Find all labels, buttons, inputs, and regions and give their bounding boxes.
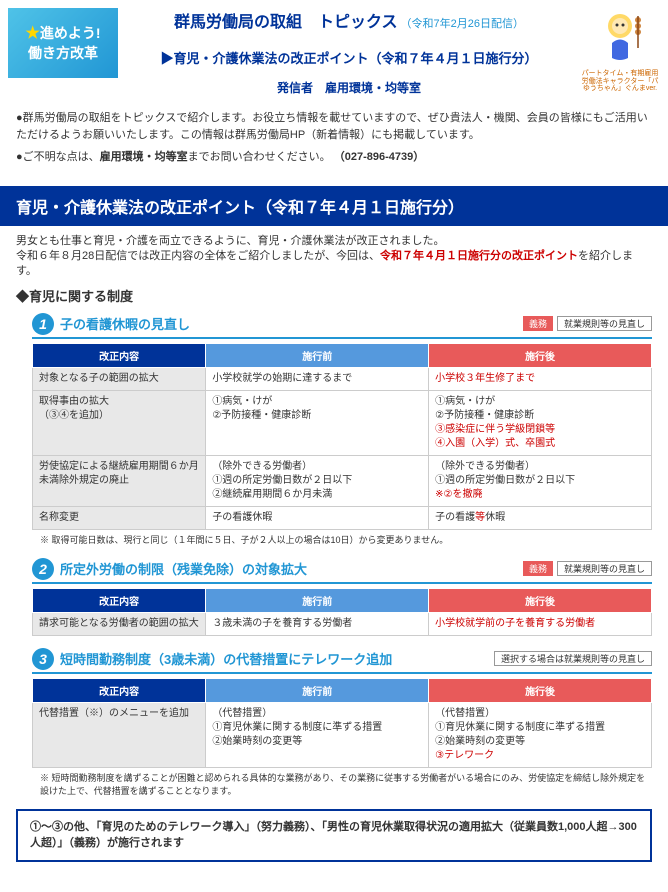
campaign-logo: ★進めよう! 働き方改革	[8, 8, 118, 78]
badge-obligation: 義務	[523, 316, 553, 331]
header-center: 群馬労働局の取組 トピックス （令和7年2月26日配信） ▶育児・介護休業法の改…	[126, 8, 572, 96]
footer-box: ①～③の他、「育児のためのテレワーク導入」（努力義務）、「男性の育児休業取得状況…	[16, 809, 652, 862]
sub-title: 子の看護休暇の見直し	[60, 314, 517, 333]
table-row: 対象となる子の範囲の拡大 小学校就学の始期に達するまで 小学校３年生修了まで	[33, 367, 652, 390]
sub-title: 所定外労働の制限（残業免除）の対象拡大	[60, 559, 517, 578]
title-text: 群馬労働局の取組 トピックス	[174, 14, 398, 31]
cell-ato: 小学校３年生修了まで	[429, 367, 652, 390]
intro: ●群馬労働局の取組をトピックスで紹介します。お役立ち情報を載せていますので、ぜひ…	[0, 104, 668, 178]
table-row: 請求可能となる労働者の範囲の拡大 ３歳未満の子を養育する労働者 小学校就学前の子…	[33, 612, 652, 635]
cell-kaisei: 労使協定による継続雇用期間６か月未満除外規定の廃止	[33, 455, 206, 506]
th-kaisei: 改正内容	[33, 588, 206, 612]
sub-block-3: 3 短時間勤務制度（3歳未満）の代替措置にテレワーク追加 選択する場合は就業規則…	[32, 648, 652, 797]
table-row: 代替措置（※）のメニューを追加 （代替措置）①育児休業に関する制度に準ずる措置②…	[33, 702, 652, 767]
th-ato: 施行後	[429, 588, 652, 612]
cell-ato: （除外できる労働者）①週の所定労働日数が２日以下※②を撤廃	[429, 455, 652, 506]
intro-bullet-2: ●ご不明な点は、雇用環境・均等室までお問い合わせください。 （027-896-4…	[16, 149, 652, 166]
cell-kaisei: 対象となる子の範囲の拡大	[33, 367, 206, 390]
sender: 発信者 雇用環境・均等室	[126, 79, 572, 96]
cell-ato: （代替措置）①育児休業に関する制度に準ずる措置②始業時刻の変更等③テレワーク	[429, 702, 652, 767]
circle-number-icon: 2	[32, 558, 54, 580]
cell-mae: （代替措置）①育児休業に関する制度に準ずる措置②始業時刻の変更等	[206, 702, 429, 767]
cell-mae: ３歳未満の子を養育する労働者	[206, 612, 429, 635]
subtitle: ▶育児・介護休業法の改正ポイント（令和７年４月１日施行分）	[126, 48, 572, 67]
section-heading: ◆育児に関する制度	[16, 286, 652, 305]
cell-ato: ①病気・けが②予防接種・健康診断③感染症に伴う学級閉鎖等④入園（入学）式、卒園式	[429, 390, 652, 455]
cell-kaisei: 請求可能となる労働者の範囲の拡大	[33, 612, 206, 635]
mascot-caption: パートタイム・有期雇用労働法キャラクター「パゆうちゃん」ぐんまver.	[580, 70, 660, 93]
badges: 選択する場合は就業規則等の見直し	[494, 651, 652, 666]
cell-ato: 小学校就学前の子を養育する労働者	[429, 612, 652, 635]
th-ato: 施行後	[429, 678, 652, 702]
sub-block-1: 1 子の看護休暇の見直し 義務 就業規則等の見直し 改正内容 施行前 施行後 対…	[32, 313, 652, 546]
cell-ato: 子の看護等休暇	[429, 506, 652, 529]
logo-text-1: 進めよう!	[40, 25, 101, 41]
table-row: 取得事由の拡大（③④を追加） ①病気・けが②予防接種・健康診断 ①病気・けが②予…	[33, 390, 652, 455]
cell-kaisei: 代替措置（※）のメニューを追加	[33, 702, 206, 767]
lead-1: 男女とも仕事と育児・介護を両立できるように、育児・介護休業法が改正されました。	[16, 234, 652, 249]
title-date: （令和7年2月26日配信）	[401, 18, 524, 30]
table-row: 労使協定による継続雇用期間６か月未満除外規定の廃止 （除外できる労働者）①週の所…	[33, 455, 652, 506]
main-title: 群馬労働局の取組 トピックス （令和7年2月26日配信）	[126, 8, 572, 32]
th-mae: 施行前	[206, 343, 429, 367]
revision-table: 改正内容 施行前 施行後 代替措置（※）のメニューを追加 （代替措置）①育児休業…	[32, 678, 652, 768]
badge-obligation: 義務	[523, 561, 553, 576]
badges: 義務 就業規則等の見直し	[523, 561, 652, 576]
logo-text-2: 働き方改革	[28, 43, 98, 63]
circle-number-icon: 3	[32, 648, 54, 670]
badge-note: 選択する場合は就業規則等の見直し	[494, 651, 652, 666]
sub-title: 短時間勤務制度（3歳未満）の代替措置にテレワーク追加	[60, 649, 488, 668]
section-banner: 育児・介護休業法の改正ポイント（令和７年４月１日施行分）	[0, 186, 668, 226]
cell-mae: 小学校就学の始期に達するまで	[206, 367, 429, 390]
sub-block-2: 2 所定外労働の制限（残業免除）の対象拡大 義務 就業規則等の見直し 改正内容 …	[32, 558, 652, 636]
phone-number: （027-896-4739）	[334, 151, 425, 163]
badge-note: 就業規則等の見直し	[557, 316, 652, 331]
th-kaisei: 改正内容	[33, 343, 206, 367]
revision-table: 改正内容 施行前 施行後 請求可能となる労働者の範囲の拡大 ３歳未満の子を養育す…	[32, 588, 652, 636]
cell-mae: ①病気・けが②予防接種・健康診断	[206, 390, 429, 455]
circle-number-icon: 1	[32, 313, 54, 335]
cell-mae: 子の看護休暇	[206, 506, 429, 529]
body: 男女とも仕事と育児・介護を両立できるように、育児・介護休業法が改正されました。 …	[0, 234, 668, 797]
cell-mae: （除外できる労働者）①週の所定労働日数が２日以下②継続雇用期間６か月未満	[206, 455, 429, 506]
badge-note: 就業規則等の見直し	[557, 561, 652, 576]
table-note: ※ 取得可能日数は、現行と同じ（１年間に５日、子が２人以上の場合は10日）から変…	[40, 533, 652, 546]
mascot-image	[590, 8, 650, 68]
table-note: ※ 短時間勤務制度を講ずることが困難と認められる具体的な業務があり、その業務に従…	[40, 771, 652, 797]
th-ato: 施行後	[429, 343, 652, 367]
table-row: 名称変更 子の看護休暇 子の看護等休暇	[33, 506, 652, 529]
th-mae: 施行前	[206, 678, 429, 702]
revision-table: 改正内容 施行前 施行後 対象となる子の範囲の拡大 小学校就学の始期に達するまで…	[32, 343, 652, 530]
star-icon: ★	[25, 25, 39, 42]
th-kaisei: 改正内容	[33, 678, 206, 702]
cell-kaisei: 取得事由の拡大（③④を追加）	[33, 390, 206, 455]
intro-bullet-1: ●群馬労働局の取組をトピックスで紹介します。お役立ち情報を載せていますので、ぜひ…	[16, 110, 652, 143]
cell-kaisei: 名称変更	[33, 506, 206, 529]
header: ★進めよう! 働き方改革 群馬労働局の取組 トピックス （令和7年2月26日配信…	[0, 0, 668, 104]
mascot: パートタイム・有期雇用労働法キャラクター「パゆうちゃん」ぐんまver.	[580, 8, 660, 96]
badges: 義務 就業規則等の見直し	[523, 316, 652, 331]
lead-2: 令和６年８月28日配信では改正内容の全体をご紹介しましたが、今回は、令和７年４月…	[16, 249, 652, 280]
th-mae: 施行前	[206, 588, 429, 612]
